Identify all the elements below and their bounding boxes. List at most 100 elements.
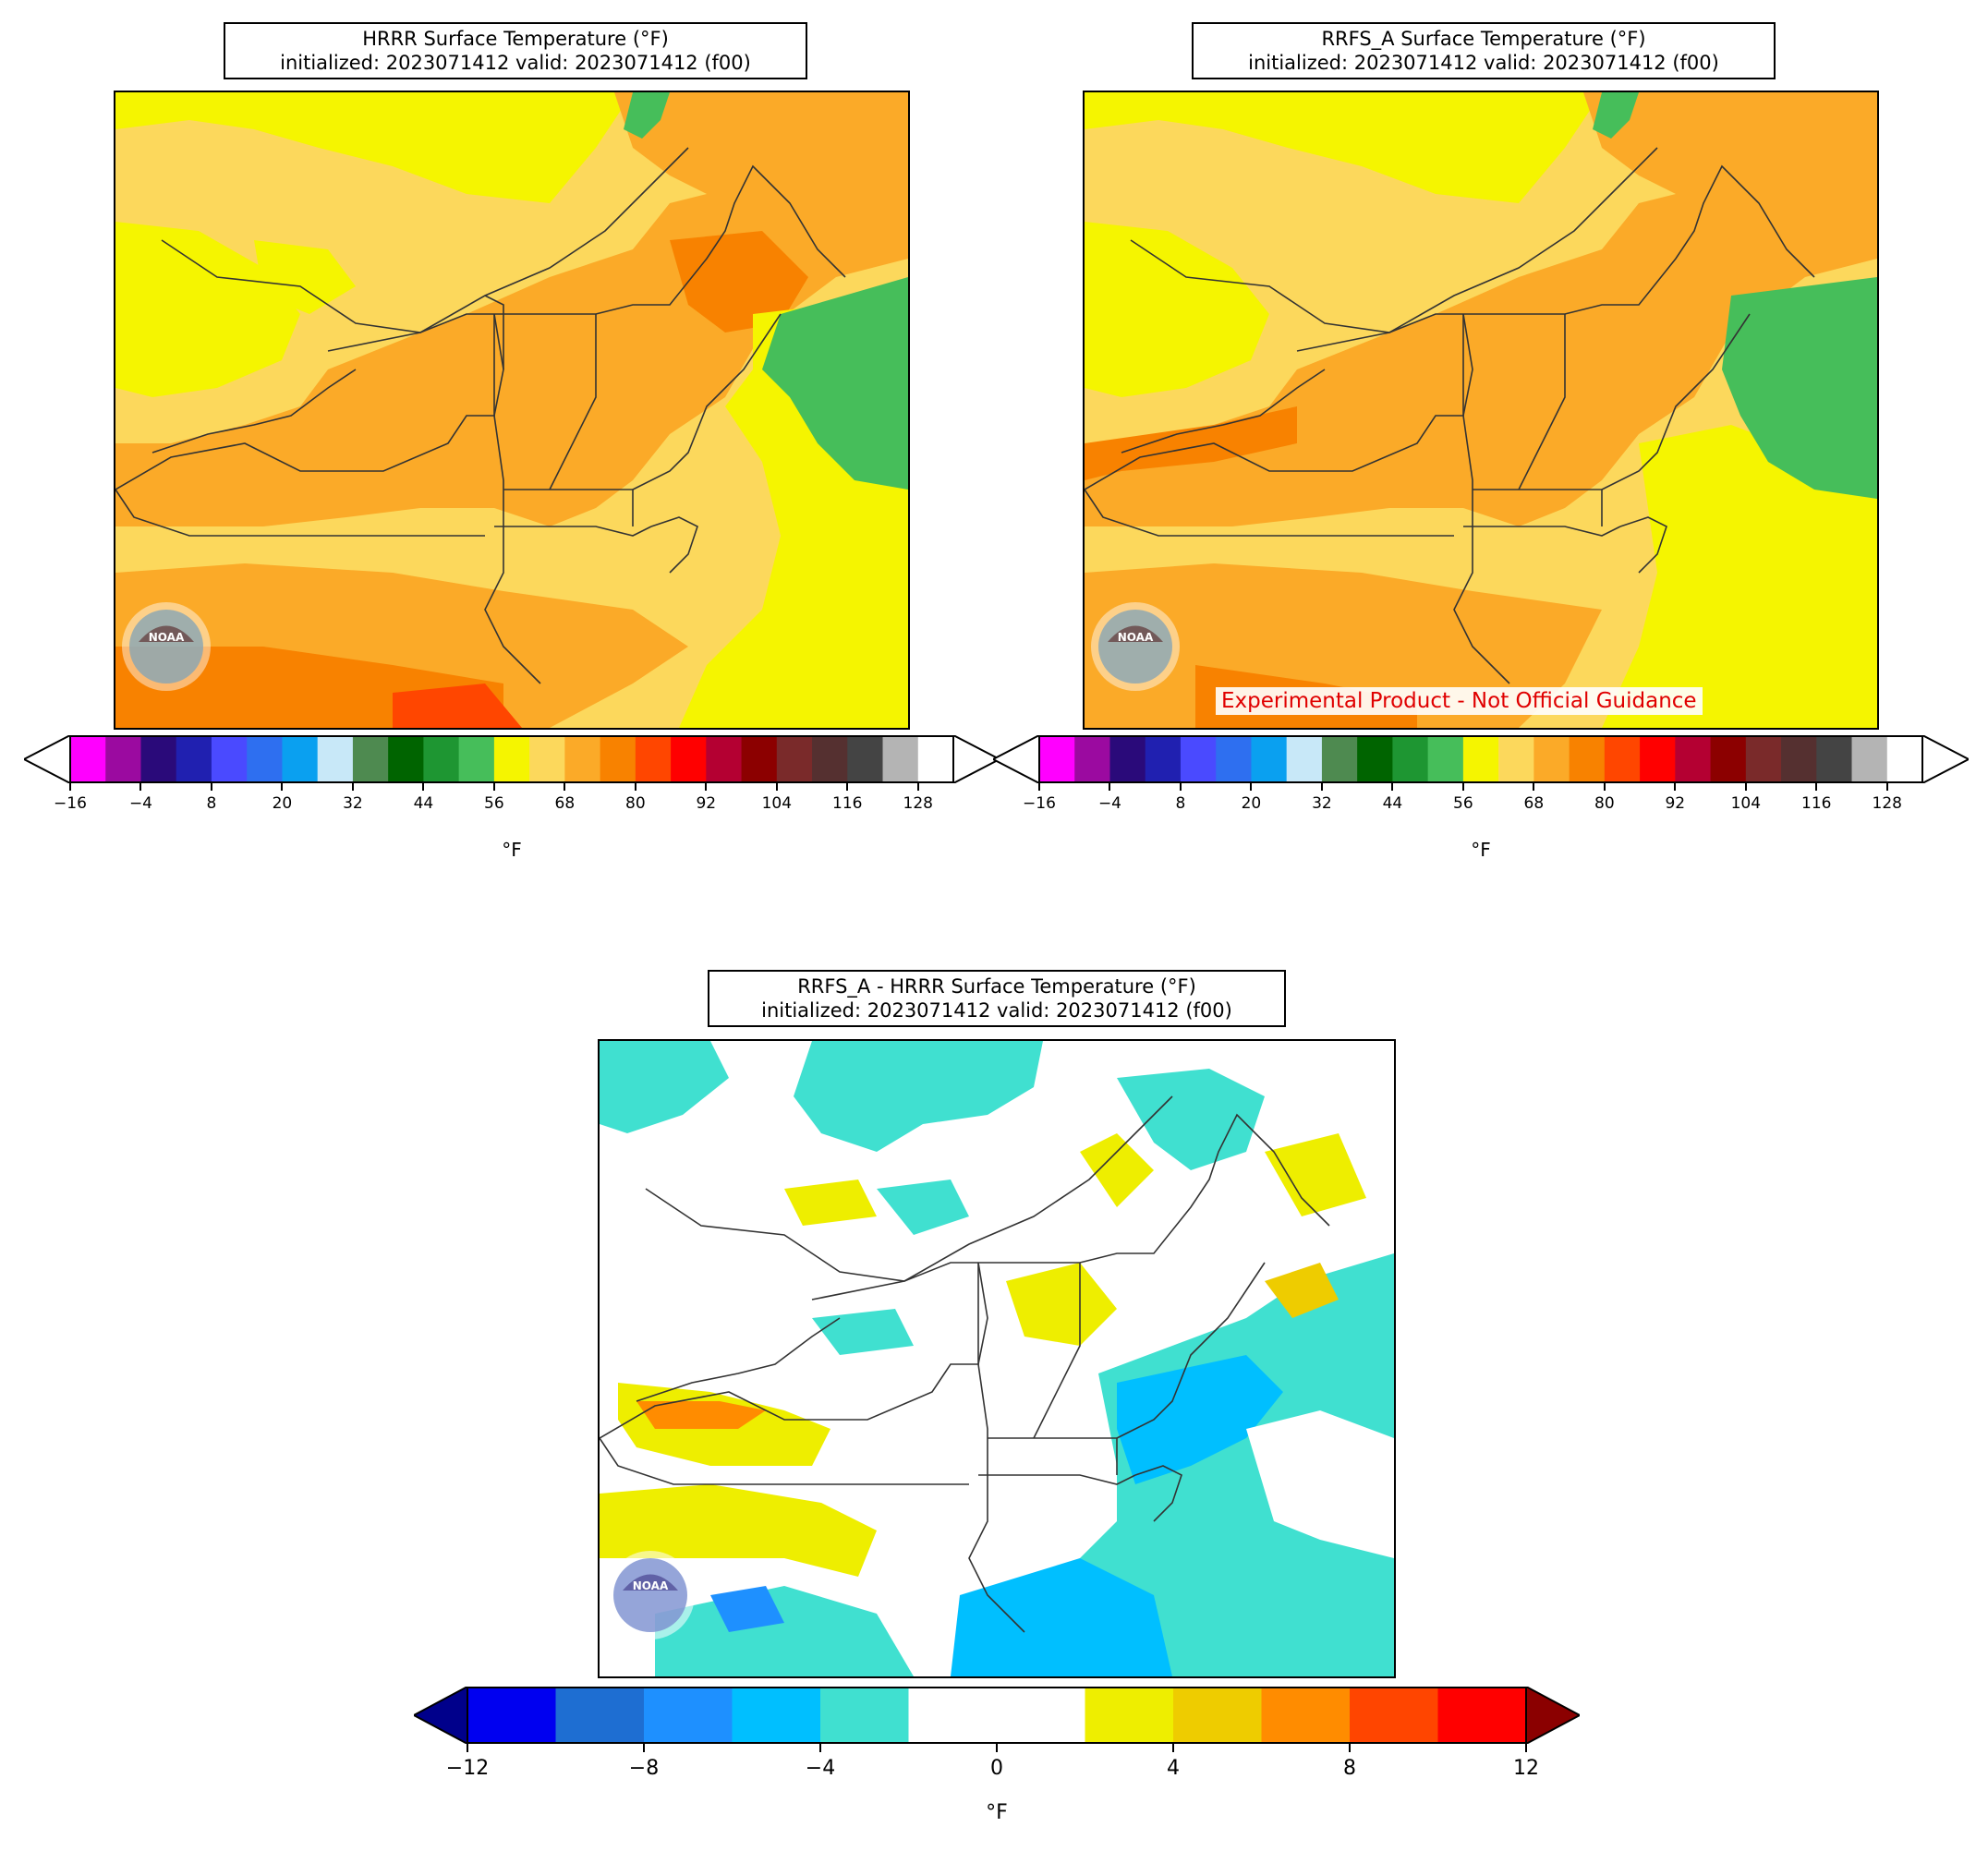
- colorbar-segment: [1640, 735, 1676, 783]
- colorbar-tick-label: 20: [272, 794, 293, 813]
- colorbar-segment: [1350, 1687, 1438, 1744]
- warm-patch-coast: [1265, 1263, 1339, 1318]
- colorbar-tick-label: −16: [54, 794, 87, 813]
- colorbar-segment: [105, 735, 141, 783]
- colorbar-segment: [1180, 735, 1217, 783]
- colorbar-tick-label: 128: [1872, 794, 1902, 813]
- colorbar-segment: [467, 1687, 556, 1744]
- colorbar-tick-label: 32: [1312, 794, 1332, 813]
- hottest-region-south: [393, 684, 522, 728]
- river-cold: [1593, 92, 1639, 139]
- colorbar-tick-mark: [492, 783, 495, 791]
- colorbar-tick-mark: [139, 783, 142, 791]
- warm-region-interior: [115, 185, 836, 526]
- colorbar-extend-high: [1921, 733, 1971, 785]
- colorbar-tick-mark: [1674, 783, 1677, 791]
- colorbar-segment: [1886, 735, 1923, 783]
- colorbar-tick-label: −4: [805, 1757, 836, 1780]
- colorbar-segment: [600, 735, 636, 783]
- colorbar-segment: [1816, 735, 1853, 783]
- panel-title-diff: RRFS_A - HRRR Surface Temperature (°F) i…: [708, 970, 1286, 1027]
- svg-text:NOAA: NOAA: [633, 1579, 669, 1592]
- colorbar-segment: [317, 735, 354, 783]
- warm-patch-ne: [1006, 1263, 1117, 1346]
- colorbar-tick-mark: [1744, 783, 1747, 791]
- colorbar-tick-label: 8: [206, 794, 217, 813]
- warm-region-maine: [614, 92, 908, 277]
- colorbar-segment: [732, 1687, 821, 1744]
- warm-patch-south: [600, 1484, 877, 1577]
- colorbar-tick-label: −16: [1023, 794, 1056, 813]
- colorbar-tick-label: 80: [1594, 794, 1615, 813]
- warmer-patch-lake: [636, 1401, 766, 1429]
- colorbar-tick-mark: [69, 783, 71, 791]
- colorbar-segment: [529, 735, 565, 783]
- colorbar-difference: [411, 1685, 1582, 1746]
- colorbar-3-unit: °F: [986, 1801, 1008, 1824]
- warm-region-maine: [1583, 92, 1877, 277]
- title-line2: initialized: 2023071412 valid: 202307141…: [280, 52, 751, 74]
- colorbar-segment: [741, 735, 778, 783]
- colorbar-tick-mark: [916, 783, 919, 791]
- cool-patch: [1117, 1069, 1265, 1170]
- ocean-cooler-south: [951, 1558, 1172, 1676]
- colorbar-segment: [1145, 735, 1182, 783]
- colorbar-segment: [706, 735, 743, 783]
- colorbar-frame: [1038, 735, 1923, 783]
- colorbar-tick-mark: [643, 1744, 645, 1752]
- ocean-cool: [1602, 425, 1877, 728]
- colorbar-segment: [1261, 1687, 1351, 1744]
- colorbar-segment: [1427, 735, 1464, 783]
- state-boundaries: [600, 1095, 1330, 1633]
- colorbar-3-svg: [411, 1685, 1582, 1746]
- colorbar-tick-label: 92: [696, 794, 717, 813]
- colorbar-segment: [1085, 1687, 1174, 1744]
- colorbar-segment: [1498, 735, 1534, 783]
- colorbar-segment: [1710, 735, 1747, 783]
- colorbar-tick-mark: [1525, 1744, 1527, 1752]
- colorbar-segment: [1533, 735, 1570, 783]
- colorbar-tick-mark: [1349, 1744, 1351, 1752]
- colorbar-tick-label: −8: [628, 1757, 660, 1780]
- colorbar-tick-mark: [1179, 783, 1182, 791]
- colorbar-segment: [1357, 735, 1393, 783]
- colorbar-tick-label: −4: [128, 794, 152, 813]
- colorbar-segment: [1216, 735, 1252, 783]
- colorbar-tick-mark: [1320, 783, 1323, 791]
- title-line2: initialized: 2023071412 valid: 202307141…: [761, 999, 1232, 1022]
- map-rrfs: NOAA: [1083, 91, 1879, 730]
- colorbar-segment: [1851, 735, 1888, 783]
- panel-title-hrrr: HRRR Surface Temperature (°F) initialize…: [224, 22, 807, 79]
- colorbar-tick-mark: [422, 783, 425, 791]
- colorbar-segment: [635, 735, 672, 783]
- colorbar-segment: [140, 735, 177, 783]
- colorbar-tick-label: 44: [1382, 794, 1403, 813]
- title-line1: RRFS_A - HRRR Surface Temperature (°F): [797, 975, 1196, 998]
- svg-text:NOAA: NOAA: [1118, 631, 1154, 644]
- colorbar-segment: [352, 735, 389, 783]
- colorbar-segment: [908, 1687, 998, 1744]
- cool-region-north: [1085, 92, 1602, 203]
- colorbar-segment: [388, 735, 424, 783]
- warm-patch-maine: [1265, 1133, 1366, 1216]
- colorbar-segment: [644, 1687, 733, 1744]
- colorbar-tick-mark: [819, 1744, 821, 1752]
- river-cold: [624, 92, 670, 139]
- colorbar-segment: [458, 735, 495, 783]
- warm-patch-ne2: [1080, 1133, 1154, 1207]
- colorbar-segment: [1321, 735, 1358, 783]
- colorbar-segment: [211, 735, 248, 783]
- colorbar-tick-mark: [210, 783, 212, 791]
- colorbar-segment: [555, 1687, 645, 1744]
- colorbar-segment: [1745, 735, 1782, 783]
- colorbar-tick-mark: [564, 783, 566, 791]
- colorbar-tick-label: 80: [625, 794, 646, 813]
- colorbar-tick-label: 104: [761, 794, 793, 813]
- colorbar-tick-mark: [705, 783, 708, 791]
- colorbar-segment: [176, 735, 212, 783]
- colorbar-extend-low: [990, 733, 1040, 785]
- colorbar-tick-mark: [1533, 783, 1535, 791]
- noaa-logo: NOAA: [1091, 602, 1180, 691]
- colorbar-tick-label: 68: [554, 794, 576, 813]
- experimental-note: Experimental Product - Not Official Guid…: [1216, 687, 1703, 715]
